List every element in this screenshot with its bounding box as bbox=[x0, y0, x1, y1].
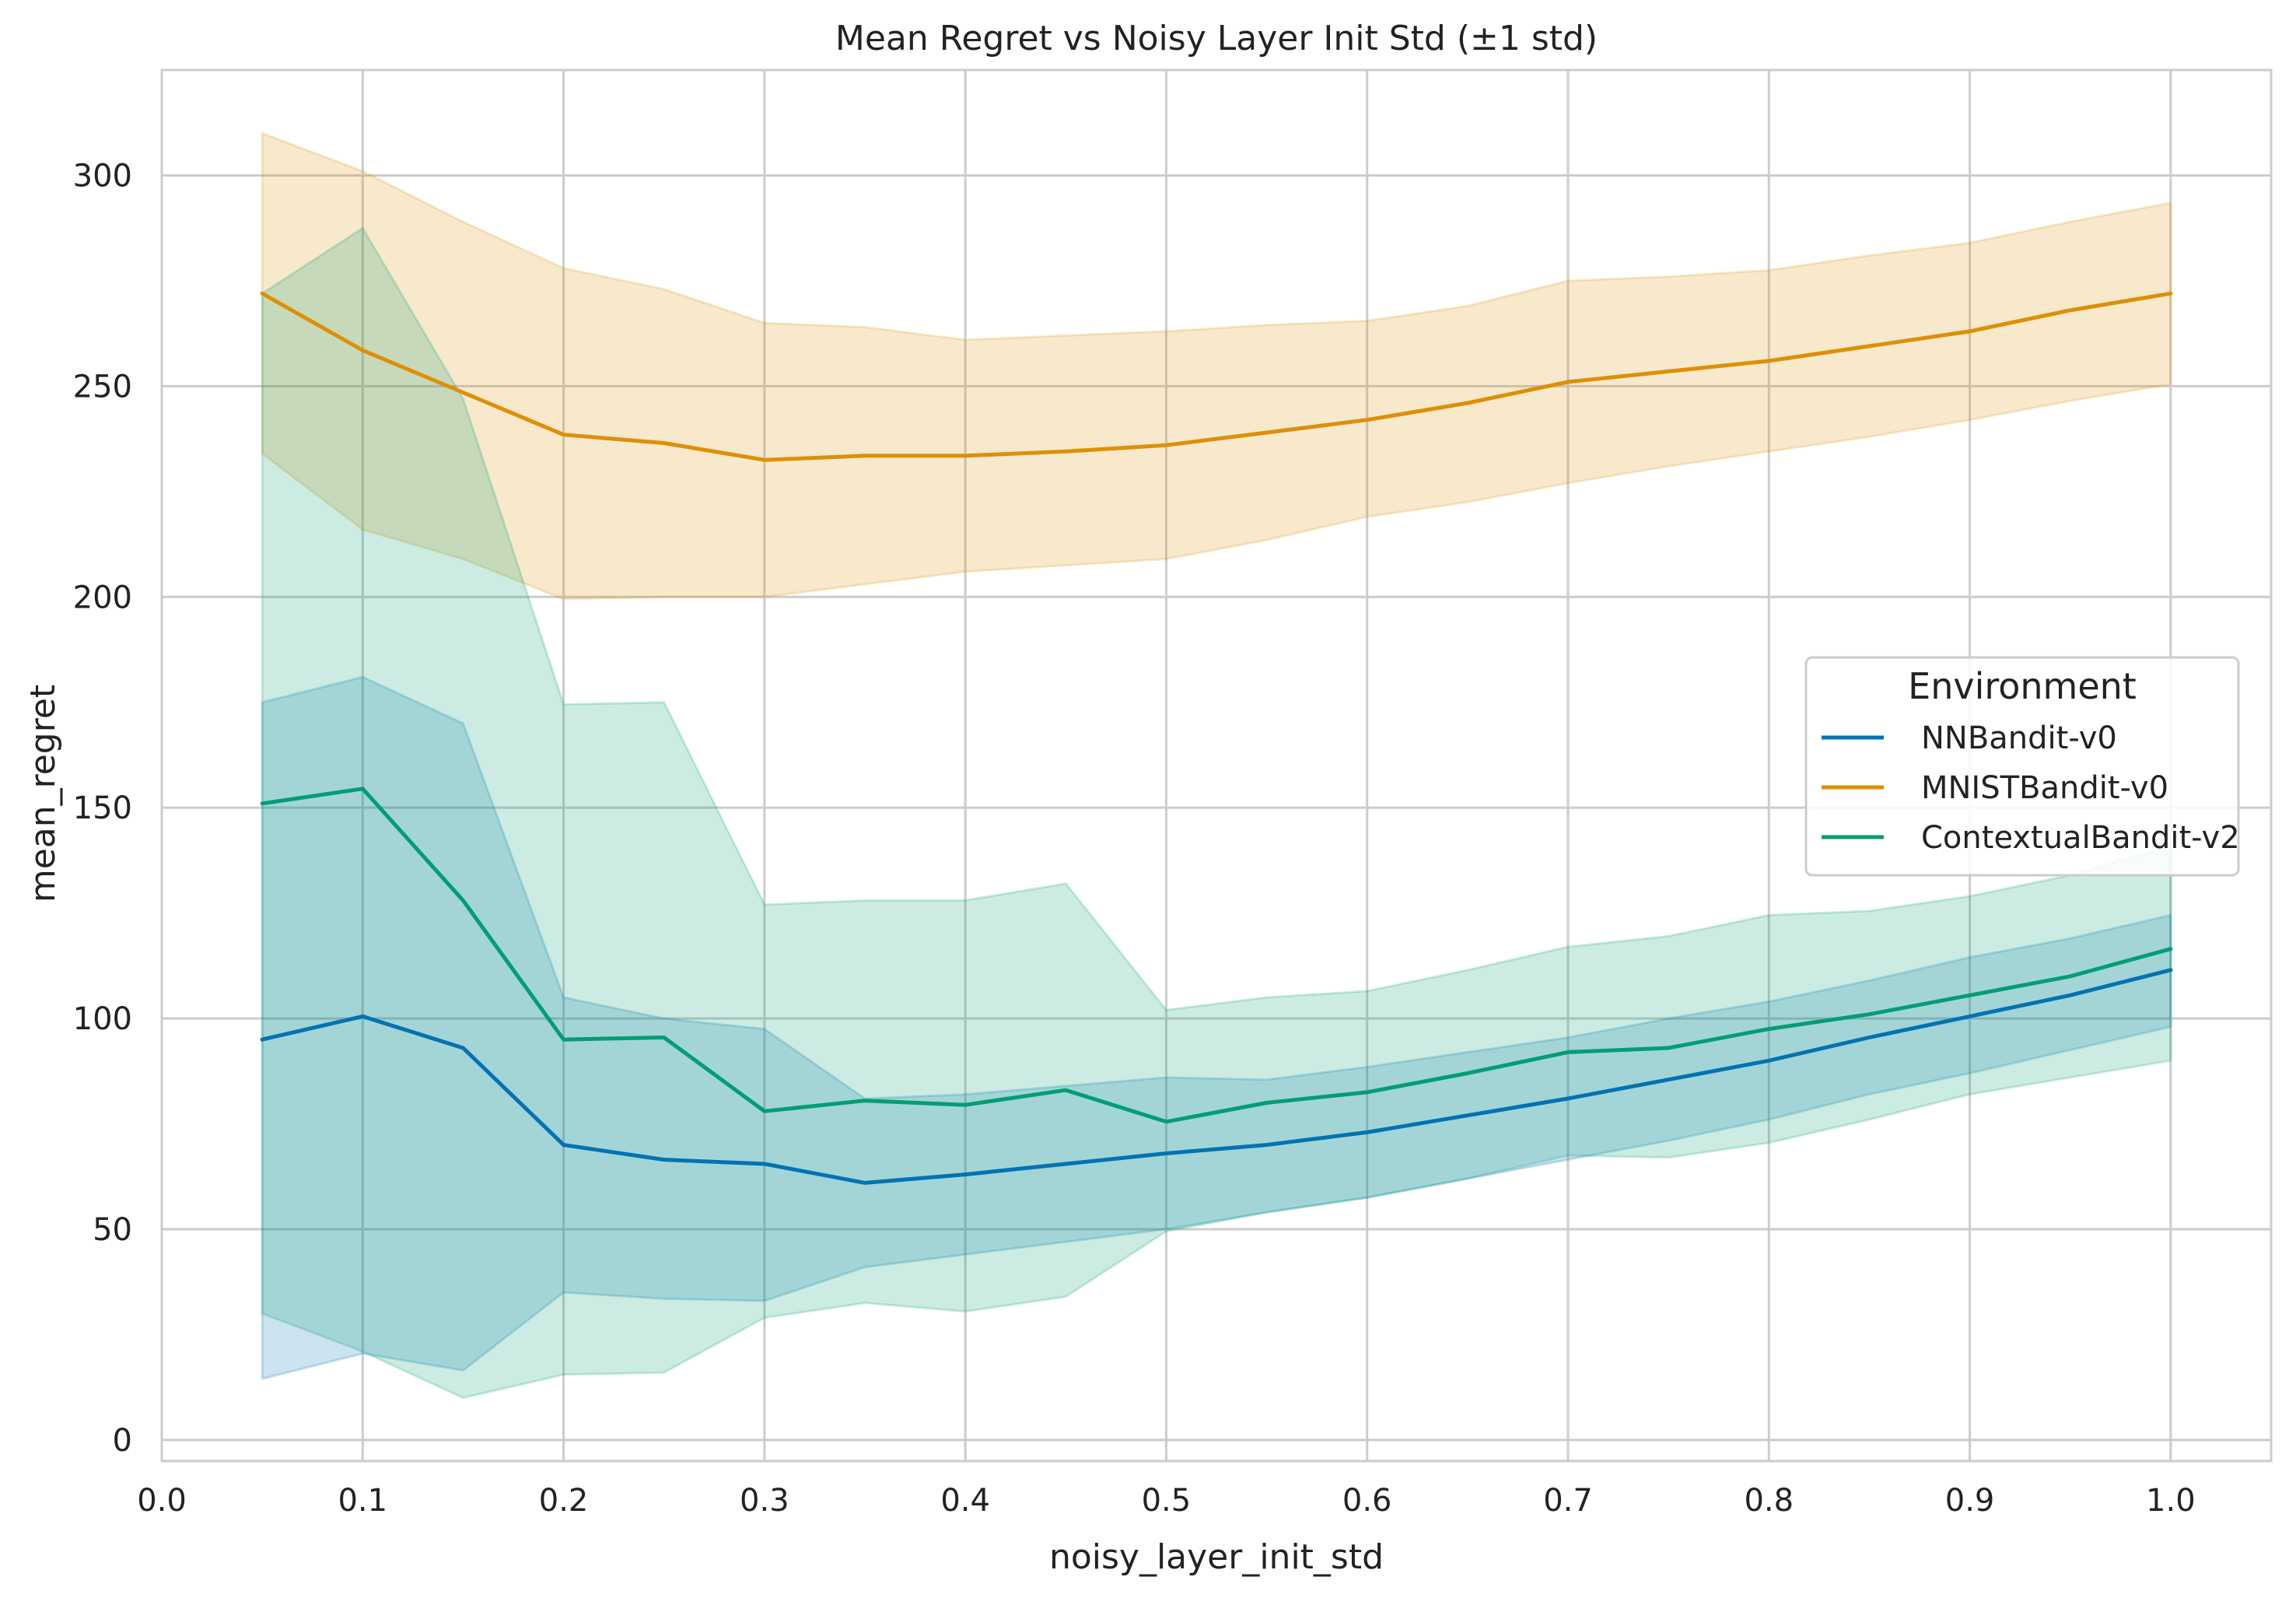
std-band-NNBandit-v0 bbox=[261, 675, 2172, 1381]
y-tick-label: 100 bbox=[73, 1001, 132, 1037]
legend-item: MNISTBandit-v0 bbox=[1822, 770, 2168, 806]
y-tick-label: 50 bbox=[93, 1212, 132, 1248]
y-tick-label: 0 bbox=[113, 1423, 132, 1459]
y-tick-label: 300 bbox=[73, 158, 132, 194]
x-tick-label: 0.8 bbox=[1744, 1483, 1794, 1519]
legend-box bbox=[1804, 656, 2240, 877]
x-tick-label: 1.0 bbox=[2146, 1483, 2196, 1519]
y-tick-label: 200 bbox=[73, 580, 132, 615]
legend-label: ContextualBandit-v2 bbox=[1921, 820, 2240, 856]
x-tick-label: 0.7 bbox=[1543, 1483, 1593, 1519]
x-tick-label: 0.1 bbox=[338, 1483, 387, 1519]
legend-items: NNBandit-v0 MNISTBandit-v0 ContextualBandi… bbox=[1822, 720, 2240, 856]
legend-item: ContextualBandit-v2 bbox=[1822, 820, 2240, 856]
y-tick-label: 150 bbox=[73, 790, 132, 826]
std-bands bbox=[261, 131, 2172, 1400]
x-tick-label: 0.4 bbox=[940, 1483, 990, 1519]
chart-title: Mean Regret vs Noisy Layer Init Std (±1 … bbox=[835, 19, 1598, 58]
std-band-ContextualBandit-v2 bbox=[261, 226, 2172, 1400]
x-tick-labels: 0.0 0.1 0.2 0.3 0.4 0.5 0.6 0.7 0.8 0.9 1.0 bbox=[137, 1483, 2195, 1519]
series-line-MNISTBandit-v0 bbox=[260, 291, 2173, 462]
x-tick-label: 0.6 bbox=[1342, 1483, 1392, 1519]
series-line-NNBandit-v0 bbox=[260, 968, 2173, 1185]
x-axis-label: noisy_layer_init_std bbox=[1049, 1537, 1384, 1577]
plot-frame bbox=[160, 68, 2273, 1463]
legend-label: NNBandit-v0 bbox=[1921, 720, 2117, 756]
legend-item: NNBandit-v0 bbox=[1822, 720, 2117, 756]
x-tick-label: 0.9 bbox=[1945, 1483, 1995, 1519]
series-line-ContextualBandit-v2 bbox=[260, 787, 2173, 1124]
legend: Environment NNBandit-v0 MNISTBandit-v0 Con… bbox=[1804, 656, 2240, 877]
series-lines bbox=[260, 291, 2173, 1185]
x-tick-label: 0.0 bbox=[137, 1483, 187, 1519]
y-tick-labels: 0 50 100 150 200 250 300 bbox=[73, 158, 132, 1458]
legend-label: MNISTBandit-v0 bbox=[1921, 770, 2168, 806]
x-tick-label: 0.5 bbox=[1142, 1483, 1192, 1519]
x-tick-label: 0.3 bbox=[740, 1483, 789, 1519]
legend-title: Environment bbox=[1908, 665, 2137, 707]
y-tick-label: 250 bbox=[73, 369, 132, 405]
x-tick-label: 0.2 bbox=[539, 1483, 589, 1519]
std-band-MNISTBandit-v0 bbox=[261, 131, 2172, 601]
y-axis-label: mean_regret bbox=[23, 685, 63, 902]
